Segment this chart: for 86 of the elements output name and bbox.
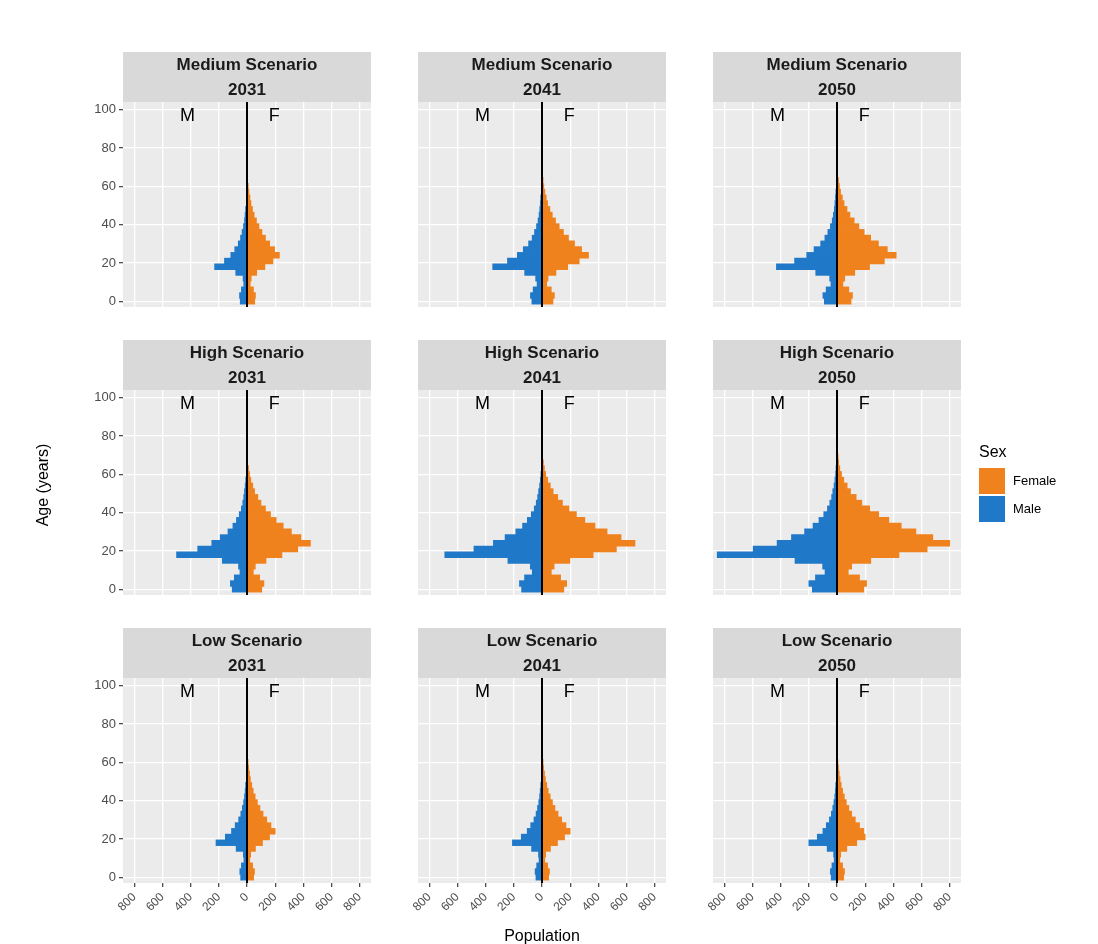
x-tick-label: 600 — [901, 889, 927, 914]
x-axis-title: Population — [504, 927, 580, 944]
x-tick-label: 400 — [578, 889, 604, 914]
y-tick-label: 0 — [108, 580, 116, 596]
x-tick-label: 200 — [845, 889, 870, 914]
x-tick-label: 400 — [283, 889, 309, 914]
y-tick-label: 100 — [94, 101, 116, 117]
x-tick-label: 600 — [142, 889, 168, 914]
annotation: M — [769, 392, 785, 413]
annotation: F — [268, 680, 280, 701]
chart-subtitle: 2031 — [227, 655, 267, 677]
y-tick-label: 0 — [108, 292, 116, 308]
chart-subtitle: 2050 — [817, 367, 857, 389]
y-tick-label: 20 — [101, 830, 116, 846]
y-tick-label: 60 — [101, 465, 116, 481]
annotation: M — [474, 104, 490, 125]
chart-subtitle: 2041 — [522, 79, 562, 101]
y-tick-label: 20 — [101, 254, 116, 270]
y-tick-label: 100 — [94, 389, 116, 405]
chart-title: Low Scenario — [485, 630, 599, 652]
chart-title: Low Scenario — [780, 630, 894, 652]
y-tick-label: 40 — [101, 504, 116, 520]
y-tick-label: 80 — [101, 427, 116, 443]
chart-title: Low Scenario — [190, 630, 304, 652]
y-tick-label: 80 — [101, 139, 116, 155]
annotation: M — [769, 104, 785, 125]
annotation: F — [563, 680, 575, 701]
x-tick-label: 400 — [171, 889, 196, 914]
x-tick-label: 800 — [635, 889, 660, 914]
x-tick-label: 400 — [761, 889, 786, 914]
annotation: F — [563, 104, 575, 125]
y-tick-label: 40 — [101, 216, 116, 232]
x-tick-label: 200 — [550, 889, 575, 914]
annotation: F — [858, 104, 870, 125]
x-tick-label: 600 — [437, 889, 463, 914]
chart-title: Medium Scenario — [175, 54, 319, 76]
x-tick-label: 0 — [826, 889, 842, 905]
chart-subtitle: 2050 — [817, 655, 857, 677]
legend-label: Male — [1013, 501, 1042, 516]
y-tick-label: 60 — [101, 753, 116, 769]
chart-subtitle: 2041 — [522, 367, 562, 389]
chart-title: High Scenario — [483, 342, 601, 364]
x-tick-label: 800 — [704, 889, 729, 914]
annotation: F — [268, 104, 280, 125]
y-tick-label: 80 — [101, 715, 116, 731]
x-tick-label: 200 — [255, 889, 280, 914]
x-tick-label: 600 — [311, 889, 337, 914]
x-tick-label: 800 — [930, 889, 955, 914]
chart-title: High Scenario — [778, 342, 896, 364]
y-tick-label: 20 — [101, 542, 116, 558]
chart-title: Medium Scenario — [765, 54, 909, 76]
annotation: M — [474, 392, 490, 413]
annotation: M — [474, 680, 490, 701]
legend-title: Sex — [979, 442, 1008, 461]
y-tick-label: 0 — [108, 868, 116, 884]
annotation: M — [179, 104, 195, 125]
annotation: F — [268, 392, 280, 413]
chart-subtitle: 2041 — [522, 655, 562, 677]
x-tick-label: 200 — [199, 889, 224, 914]
y-tick-label: 40 — [101, 792, 116, 808]
annotation: F — [563, 392, 575, 413]
x-tick-label: 800 — [340, 889, 365, 914]
y-tick-label: 60 — [101, 177, 116, 193]
chart-title: High Scenario — [188, 342, 306, 364]
annotation: M — [769, 680, 785, 701]
x-tick-label: 600 — [606, 889, 632, 914]
x-tick-label: 200 — [494, 889, 519, 914]
annotation: M — [179, 392, 195, 413]
y-axis-title: Age (years) — [34, 443, 52, 526]
x-tick-label: 0 — [236, 889, 252, 905]
chart-subtitle: 2031 — [227, 79, 267, 101]
annotation: F — [858, 680, 870, 701]
x-tick-label: 400 — [466, 889, 491, 914]
x-tick-label: 600 — [732, 889, 758, 914]
x-tick-label: 800 — [114, 889, 139, 914]
chart-subtitle: 2031 — [227, 367, 267, 389]
x-tick-label: 0 — [531, 889, 547, 905]
x-tick-label: 400 — [873, 889, 899, 914]
y-tick-label: 100 — [94, 677, 116, 693]
chart-subtitle: 2050 — [817, 79, 857, 101]
chart-title: Medium Scenario — [470, 54, 614, 76]
annotation: F — [858, 392, 870, 413]
x-tick-label: 200 — [789, 889, 814, 914]
annotation: M — [179, 680, 195, 701]
x-tick-label: 800 — [409, 889, 434, 914]
legend-label: Female — [1013, 473, 1057, 488]
